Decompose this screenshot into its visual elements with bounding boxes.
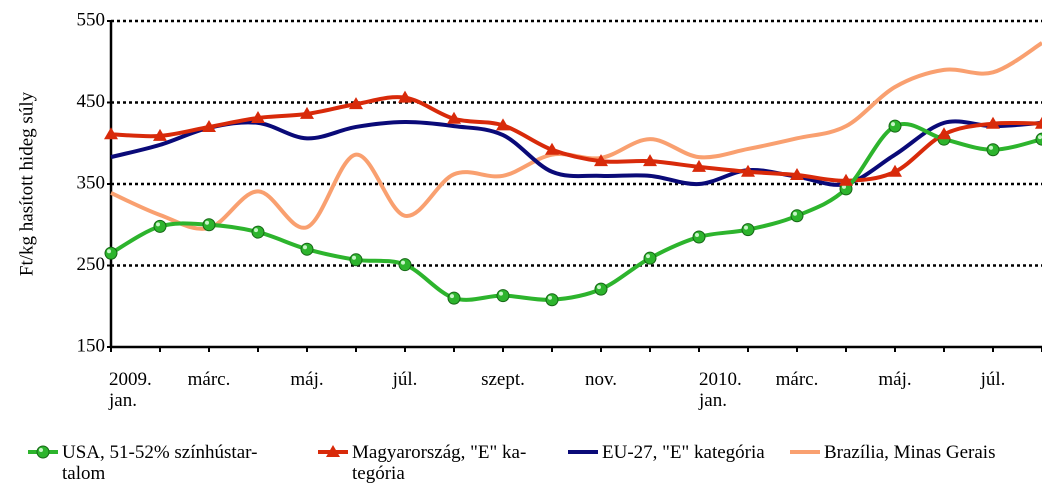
marker-shine xyxy=(989,145,993,150)
marker xyxy=(741,164,755,177)
marker xyxy=(349,97,363,110)
marker xyxy=(300,242,314,256)
marker-shine xyxy=(205,220,209,225)
y-axis-label: Ft/kg hasított hideg súly xyxy=(16,91,37,276)
marker xyxy=(643,154,657,167)
marker xyxy=(202,218,216,232)
x-tick-label: márc. xyxy=(776,369,819,390)
marker xyxy=(153,128,167,141)
marker-shine xyxy=(254,228,258,233)
marker xyxy=(937,127,951,140)
y-tick-label: 150 xyxy=(77,335,106,356)
marker xyxy=(692,230,706,244)
legend-label: Magyarország, "E" ka-tegória xyxy=(352,442,526,484)
marker xyxy=(496,289,510,303)
x-tick-label: márc. xyxy=(188,369,231,390)
marker-shine xyxy=(1038,135,1042,140)
marker-shine xyxy=(793,211,797,216)
legend-label: EU-27, "E" kategória xyxy=(602,442,765,463)
marker xyxy=(251,110,265,123)
marker xyxy=(643,251,657,265)
marker xyxy=(447,111,461,124)
marker xyxy=(741,223,755,237)
marker xyxy=(496,118,510,131)
marker xyxy=(1035,132,1042,146)
marker-shine xyxy=(548,295,552,300)
series-line xyxy=(110,119,1042,187)
marker-shine xyxy=(597,285,601,290)
marker xyxy=(986,116,1000,129)
x-tick-label: 2010. jan. xyxy=(698,369,742,411)
legend-label: USA, 51-52% színhústar-talom xyxy=(62,442,257,484)
y-tick-label: 350 xyxy=(77,172,106,193)
series-line xyxy=(110,95,1042,183)
legend-label: Brazília, Minas Gerais xyxy=(824,442,995,463)
y-tick-label: 450 xyxy=(77,91,106,112)
marker xyxy=(104,246,118,260)
marker xyxy=(349,253,363,267)
x-tick-label: júl. xyxy=(392,369,418,390)
marker xyxy=(398,90,412,103)
marker xyxy=(692,159,706,172)
marker xyxy=(986,143,1000,157)
marker-shine xyxy=(695,232,699,237)
marker xyxy=(398,258,412,272)
marker xyxy=(545,293,559,307)
marker xyxy=(545,142,559,155)
marker xyxy=(594,282,608,296)
y-tick-label: 250 xyxy=(77,254,106,275)
marker xyxy=(447,291,461,305)
x-tick-label: máj. xyxy=(290,369,323,390)
marker xyxy=(104,127,118,140)
marker xyxy=(594,154,608,167)
x-tick-label: máj. xyxy=(878,369,911,390)
marker xyxy=(888,164,902,177)
marker-shine xyxy=(156,222,160,227)
marker xyxy=(1035,116,1042,129)
marker-shine xyxy=(303,245,307,250)
marker xyxy=(202,119,216,132)
marker-shine xyxy=(39,448,43,452)
marker xyxy=(326,445,340,457)
x-tick-label: 2009. jan. xyxy=(108,369,152,411)
marker xyxy=(790,168,804,181)
marker xyxy=(153,219,167,233)
marker xyxy=(839,173,853,186)
marker-shine xyxy=(450,294,454,299)
marker-shine xyxy=(842,184,846,189)
marker-shine xyxy=(401,260,405,265)
marker-shine xyxy=(499,291,503,296)
marker-shine xyxy=(352,255,356,260)
marker xyxy=(888,119,902,133)
marker xyxy=(300,106,314,119)
marker xyxy=(251,225,265,239)
x-tick-label: nov. xyxy=(585,369,617,390)
x-tick-label: szept. xyxy=(481,369,525,390)
marker-shine xyxy=(107,249,111,254)
marker-shine xyxy=(646,254,650,259)
marker-shine xyxy=(891,122,895,127)
series-line xyxy=(110,41,1042,231)
marker xyxy=(36,445,50,459)
y-tick-label: 550 xyxy=(77,9,106,30)
marker-shine xyxy=(744,225,748,230)
x-tick-label: júl. xyxy=(980,369,1006,390)
marker xyxy=(790,209,804,223)
